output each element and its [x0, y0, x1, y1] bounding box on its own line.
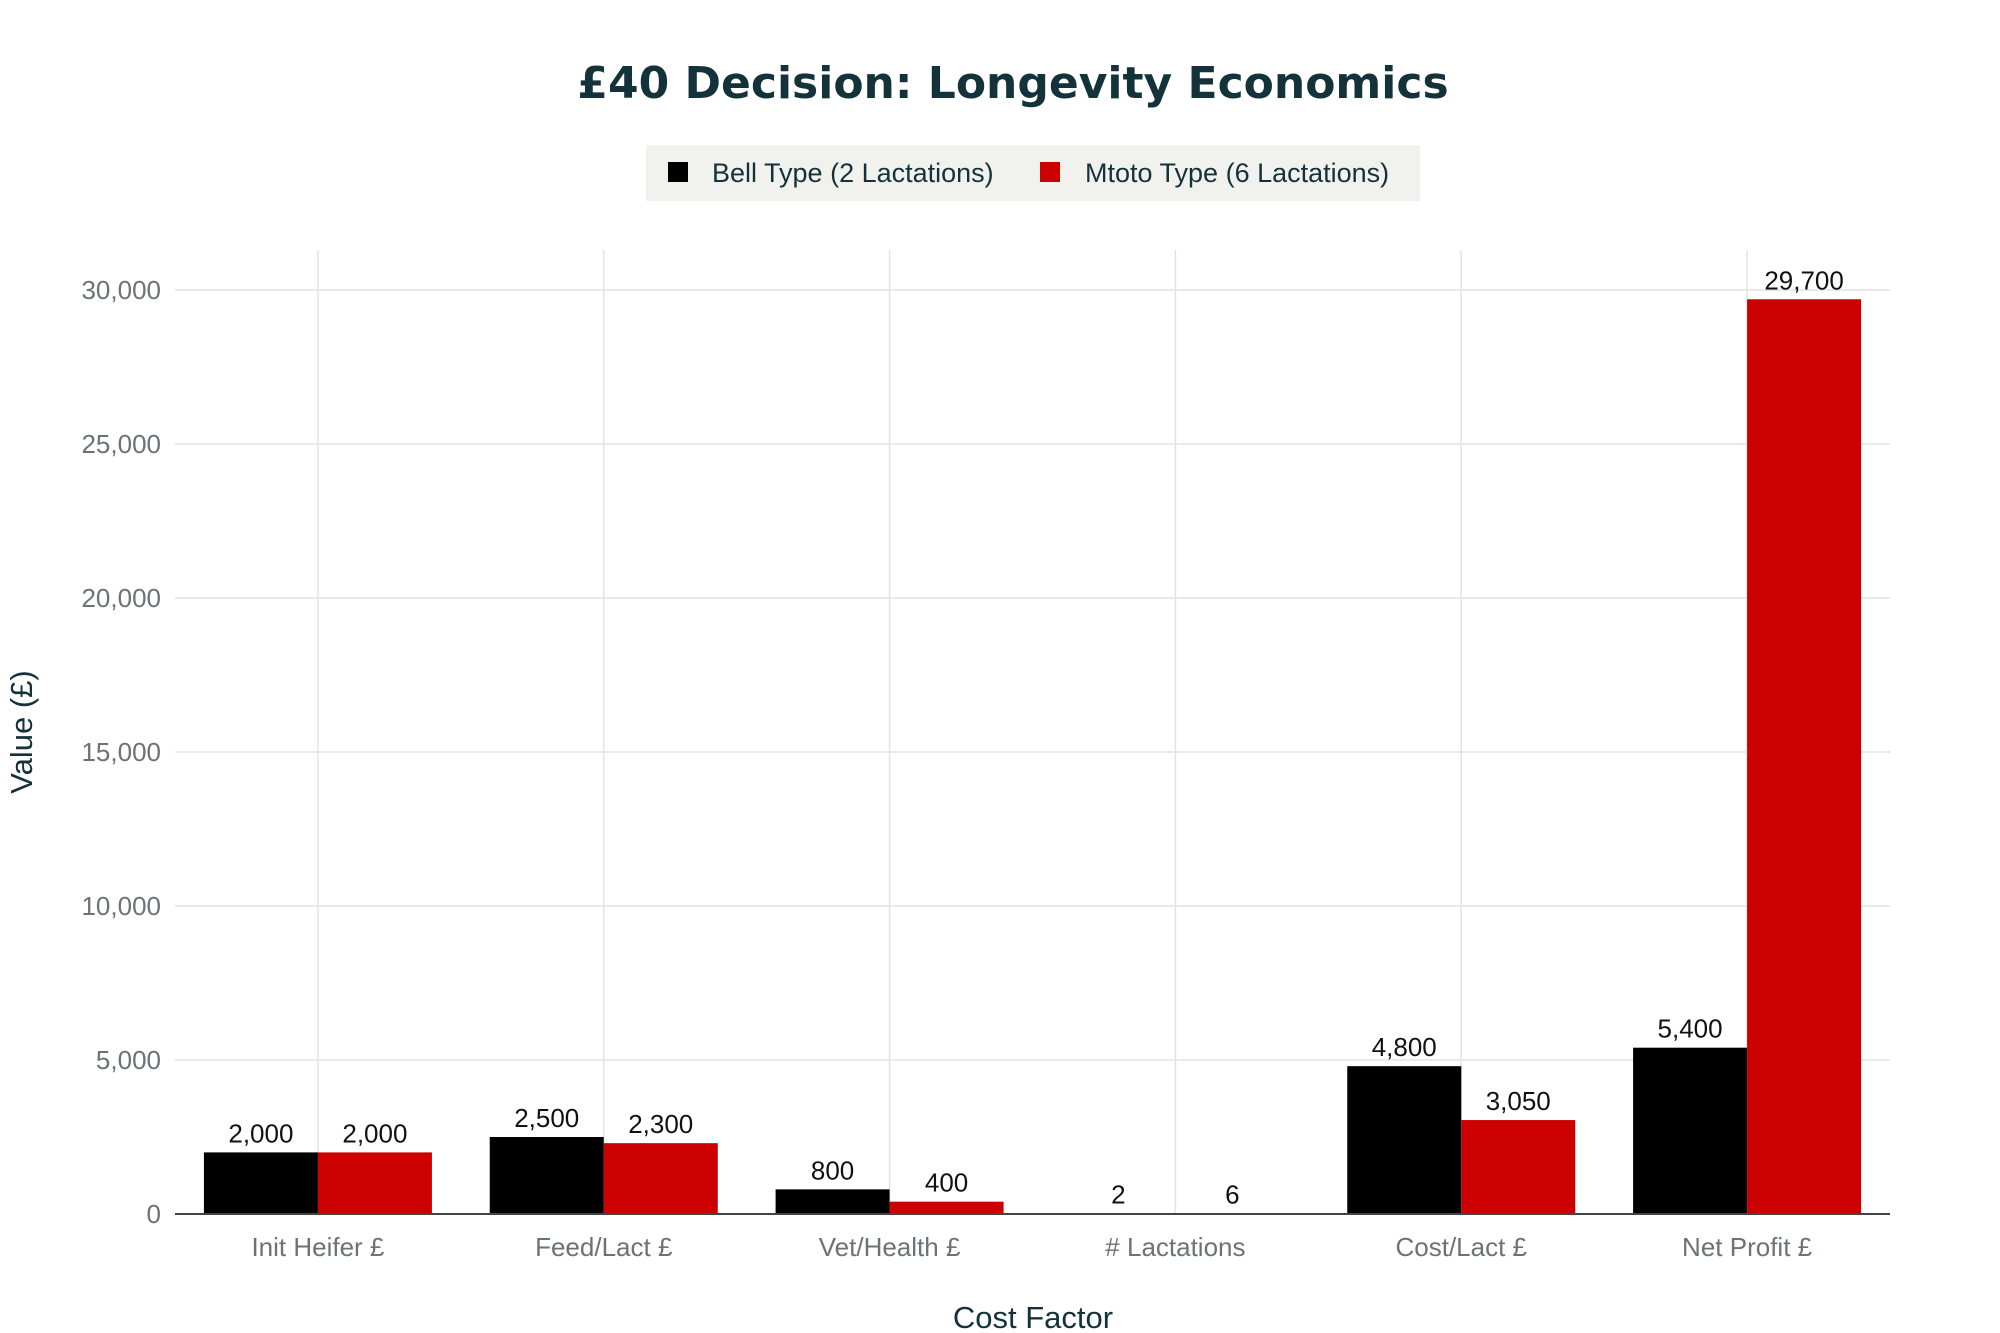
bar-value-label: 5,400: [1658, 1014, 1723, 1044]
bar-value-label: 2,300: [628, 1109, 693, 1139]
y-tick-label: 15,000: [81, 737, 161, 767]
bar: [1347, 1066, 1462, 1214]
axes: 0 5,000 10,000 15,000 20,000 25,000 30,000 Init…: [81, 275, 1890, 1262]
x-tick-label: Init Heifer £: [251, 1232, 384, 1262]
bar: [775, 1189, 890, 1214]
bar-value-label: 2,000: [228, 1118, 293, 1148]
bar-value-label: 4,800: [1372, 1032, 1437, 1062]
bar-value-label: 29,700: [1764, 265, 1844, 295]
bar-value-label: 2,500: [514, 1103, 579, 1133]
bar: [489, 1137, 604, 1214]
bar: [317, 1152, 432, 1214]
legend-label: Mtoto Type (6 Lactations): [1085, 158, 1389, 188]
x-tick-label: Net Profit £: [1682, 1232, 1813, 1262]
x-axis-title: Cost Factor: [953, 1300, 1113, 1333]
x-tick-label: # Lactations: [1105, 1232, 1245, 1262]
legend-swatch: [668, 162, 688, 182]
legend: Bell Type (2 Lactations) Mtoto Type (6 La…: [646, 145, 1420, 201]
bar: [603, 1143, 718, 1214]
chart-title: £40 Decision: Longevity Economics: [577, 58, 1448, 109]
bar: [1461, 1120, 1576, 1214]
bar-value-label: 6: [1225, 1180, 1239, 1210]
bars: [203, 299, 1862, 1214]
bar: [889, 1201, 1004, 1214]
x-tick-label: Feed/Lact £: [535, 1232, 673, 1262]
legend-label: Bell Type (2 Lactations): [712, 158, 994, 188]
y-tick-label: 10,000: [81, 891, 161, 921]
bar: [1747, 299, 1862, 1214]
bar-value-label: 800: [811, 1155, 854, 1185]
bar: [1633, 1047, 1748, 1214]
y-tick-label: 30,000: [81, 275, 161, 305]
bar-value-label: 2,000: [342, 1118, 407, 1148]
y-tick-label: 5,000: [96, 1045, 161, 1075]
y-axis-title: Value (£): [4, 670, 39, 794]
grid: [175, 250, 1890, 1214]
bar-value-label: 3,050: [1486, 1086, 1551, 1116]
bar-value-label: 2: [1111, 1180, 1125, 1210]
data-labels: 2,000 2,500 800 2 4,800 5,400 2,000 2,300 400 6 3,…: [228, 265, 1843, 1209]
legend-background: [646, 145, 1420, 201]
y-tick-label: 0: [147, 1199, 161, 1229]
legend-swatch: [1040, 162, 1060, 182]
bar-value-label: 400: [925, 1168, 968, 1198]
x-tick-label: Cost/Lact £: [1395, 1232, 1527, 1262]
bar: [203, 1152, 318, 1214]
x-tick-label: Vet/Health £: [819, 1232, 961, 1262]
y-tick-label: 20,000: [81, 583, 161, 613]
y-tick-label: 25,000: [81, 429, 161, 459]
